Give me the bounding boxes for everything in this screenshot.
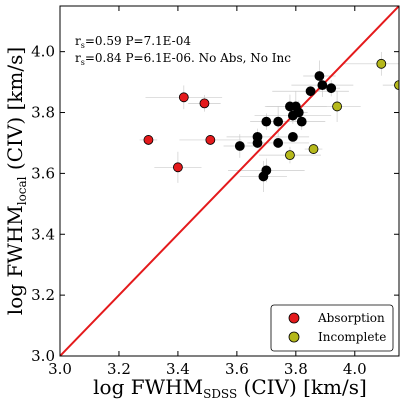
stats-annotation-2: rs=0.84 P=6.1E-06. No Abs, No Inc bbox=[75, 51, 291, 67]
y-axis-title: log FWHMlocal (CIV) [km/s] bbox=[3, 47, 29, 315]
x-axis-title: log FWHMSDSS (CIV) [km/s] bbox=[93, 375, 367, 401]
y-tick-label: 3.0 bbox=[31, 347, 55, 365]
legend-marker-incomplete bbox=[288, 331, 300, 343]
point-incomplete bbox=[394, 80, 399, 91]
point-other bbox=[273, 116, 284, 127]
data-points bbox=[143, 58, 399, 182]
x-axis-title-tail: (CIV) [km/s] bbox=[237, 375, 367, 399]
annotation-1-text: =0.59 P=7.1E-04 bbox=[85, 34, 191, 48]
point-incomplete bbox=[285, 150, 295, 161]
legend: Absorption Incomplete bbox=[270, 304, 394, 352]
point-other bbox=[234, 141, 245, 151]
point-other bbox=[317, 80, 328, 91]
point-other bbox=[305, 86, 316, 97]
y-tick-label: 4.0 bbox=[31, 43, 55, 61]
x-tick-label: 3.2 bbox=[107, 360, 131, 378]
point-other bbox=[252, 138, 263, 148]
point-other bbox=[273, 138, 284, 148]
point-other bbox=[287, 131, 298, 142]
y-tick-label: 3.4 bbox=[31, 225, 55, 243]
one-to-one-line bbox=[60, 6, 399, 356]
annotation-1-sub: s bbox=[81, 41, 85, 50]
svg-text:rs=0.84 P=6.1E-06. No Abs, No: rs=0.84 P=6.1E-06. No Abs, No Inc bbox=[75, 51, 291, 67]
point-absorption bbox=[199, 98, 210, 109]
y-axis-ticks: 3.0 3.2 3.4 3.6 3.8 4.0 bbox=[31, 43, 399, 365]
stats-annotation-1: rs=0.59 P=7.1E-04 bbox=[75, 34, 191, 50]
y-tick-label: 3.2 bbox=[31, 286, 55, 304]
annotation-1-prefix: r bbox=[75, 34, 81, 48]
x-axis-title-sub: SDSS bbox=[203, 387, 237, 401]
y-axis-title-tail: (CIV) [km/s] bbox=[3, 47, 27, 177]
x-tick-label: 3.4 bbox=[166, 360, 190, 378]
point-absorption bbox=[178, 92, 189, 103]
x-axis-ticks: 3.0 3.2 3.4 3.6 3.8 4.0 bbox=[48, 6, 367, 378]
point-absorption bbox=[143, 135, 154, 145]
point-incomplete bbox=[332, 101, 342, 112]
x-axis-title-main: log FWHM bbox=[93, 375, 203, 399]
point-other bbox=[261, 116, 272, 127]
y-tick-label: 3.6 bbox=[31, 164, 55, 182]
x-tick-label: 3.8 bbox=[284, 360, 308, 378]
point-other bbox=[293, 107, 304, 118]
point-other bbox=[261, 165, 272, 176]
reference-line bbox=[60, 6, 399, 356]
point-incomplete bbox=[308, 144, 319, 154]
point-absorption bbox=[173, 162, 183, 173]
x-tick-label: 4.0 bbox=[343, 360, 367, 378]
y-axis-title-main: log FWHM bbox=[3, 205, 27, 315]
point-other bbox=[296, 116, 307, 127]
point-absorption bbox=[205, 135, 216, 145]
x-tick-label: 3.0 bbox=[48, 360, 72, 378]
annotation-2-text: =0.84 P=6.1E-06. No Abs, No Inc bbox=[85, 51, 291, 65]
legend-label-incomplete: Incomplete bbox=[318, 330, 386, 344]
legend-box bbox=[270, 304, 394, 352]
y-axis-title-sub: local bbox=[15, 176, 29, 205]
point-other bbox=[314, 71, 325, 81]
svg-text:rs=0.59 P=7.1E-04: rs=0.59 P=7.1E-04 bbox=[75, 34, 191, 50]
point-other bbox=[326, 83, 337, 94]
plot-frame bbox=[59, 5, 400, 357]
x-tick-label: 3.6 bbox=[225, 360, 249, 378]
y-tick-label: 3.8 bbox=[31, 104, 55, 122]
legend-label-absorption: Absorption bbox=[317, 311, 385, 325]
point-incomplete bbox=[376, 58, 387, 69]
annotation-2-prefix: r bbox=[75, 51, 81, 65]
annotation-2-sub: s bbox=[81, 58, 85, 67]
legend-marker-absorption bbox=[288, 312, 300, 324]
